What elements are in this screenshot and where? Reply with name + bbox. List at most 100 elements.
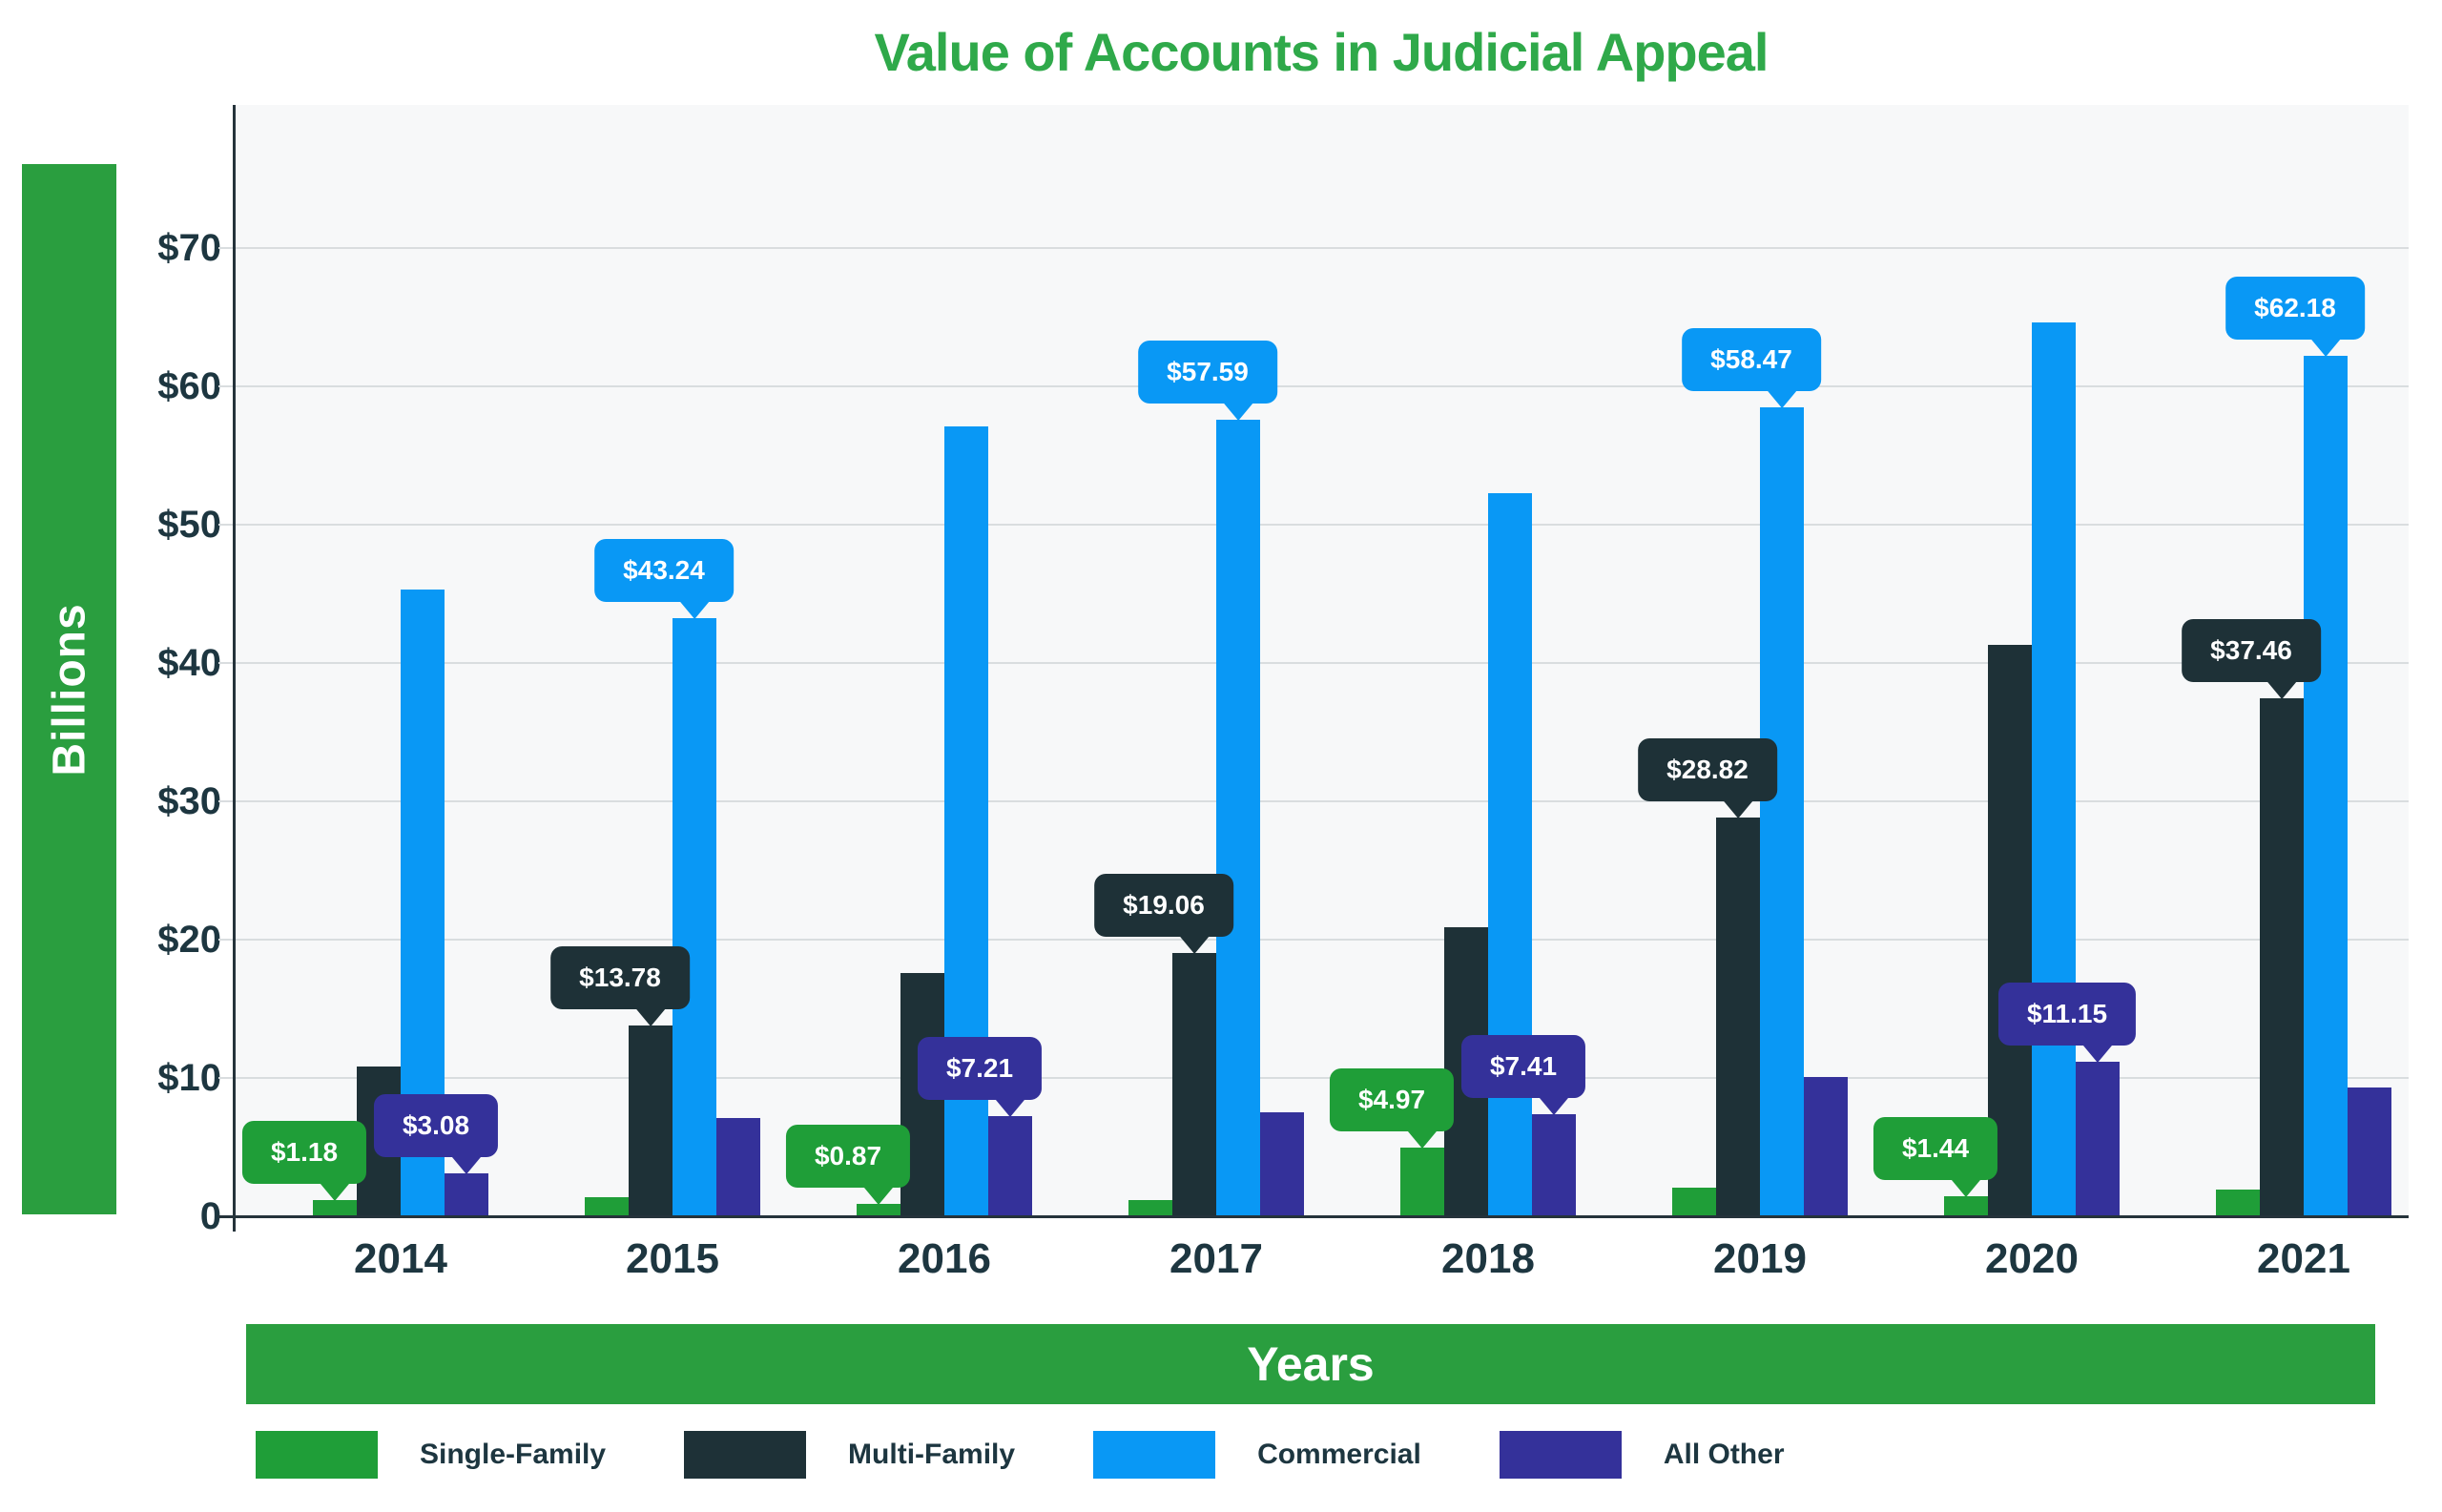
data-label-tail (2310, 340, 2340, 358)
bar-2021-all-other (2348, 1087, 2391, 1216)
bar-group-2017: $19.06 $57.59 (1094, 105, 1304, 1216)
data-label-2019-commercial: $58.47 (1682, 328, 1821, 409)
data-label-tail (679, 602, 709, 620)
data-label-tail (1539, 1097, 1568, 1115)
y-axis-line (233, 105, 236, 1232)
y-tick-label-0: 0 (199, 1195, 221, 1237)
data-label-tail (451, 1157, 481, 1175)
data-label-tail (2082, 1046, 2112, 1064)
data-label-2018-all-other: $7.41 (1460, 1034, 1586, 1115)
data-label-tail (1179, 936, 1209, 954)
y-axis-title: Billions (44, 602, 94, 777)
bar-2021-multi-family (2260, 697, 2304, 1216)
legend-swatch-single-family (256, 1431, 378, 1479)
data-label-2021-multi-family: $37.46 (2182, 618, 2321, 699)
bar-2015-all-other (716, 1118, 760, 1216)
data-label-tail (1951, 1180, 1980, 1198)
data-label-2017-multi-family: $19.06 (1094, 873, 1233, 954)
bar-2015-single-family (585, 1196, 629, 1216)
data-label-2015-commercial: $43.24 (594, 539, 734, 620)
bar-2017-multi-family (1172, 952, 1216, 1216)
bar-2017-all-other (1260, 1112, 1304, 1216)
x-axis-title-banner: Years (246, 1324, 2375, 1404)
y-tick-label-60: $60 (157, 365, 221, 407)
bar-2020-commercial (2032, 322, 2076, 1216)
data-label-2014-single-family: $1.18 (241, 1120, 367, 1201)
bar-2015-commercial (673, 618, 716, 1216)
x-tick-label-2017: 2017 (1169, 1235, 1263, 1282)
bar-group-2016: $0.87 $7.21 (785, 105, 1043, 1216)
data-label-tail (2266, 681, 2296, 699)
gridline-10 (218, 1077, 2409, 1079)
gridline-40 (218, 662, 2409, 664)
gridline-60 (218, 385, 2409, 387)
data-label-2018-single-family: $4.97 (1329, 1067, 1455, 1149)
bar-2014-all-other (445, 1173, 488, 1216)
y-tick-label-40: $40 (157, 642, 221, 684)
bar-2019-all-other (1804, 1076, 1848, 1216)
legend: Single-Family Multi-Family Commercial All O… (256, 1431, 1823, 1479)
bar-2019-multi-family (1716, 818, 1760, 1216)
data-label-tail (995, 1100, 1024, 1118)
gridline-70 (218, 247, 2409, 249)
x-tick-label-2015: 2015 (626, 1235, 719, 1282)
bar-2021-commercial (2304, 356, 2348, 1216)
bar-2016-all-other (988, 1116, 1032, 1216)
bar-2016-single-family (857, 1204, 900, 1216)
gridline-50 (218, 524, 2409, 526)
data-label-tail (635, 1009, 665, 1027)
legend-item-all-other: All Other (1499, 1431, 1785, 1479)
data-label-tail (320, 1183, 349, 1201)
bar-2017-commercial (1216, 419, 1260, 1216)
bar-2021-single-family (2216, 1190, 2260, 1216)
legend-item-single-family: Single-Family (256, 1431, 606, 1479)
data-label-2016-single-family: $0.87 (785, 1125, 911, 1206)
y-tick-label-10: $10 (157, 1057, 221, 1099)
legend-swatch-commercial (1093, 1431, 1216, 1479)
data-label-tail (1767, 391, 1796, 409)
legend-item-multi-family: Multi-Family (684, 1431, 1015, 1479)
data-label-2019-multi-family: $28.82 (1638, 738, 1777, 819)
bar-2017-single-family (1128, 1199, 1172, 1216)
bar-2014-single-family (313, 1199, 357, 1216)
data-label-2015-multi-family: $13.78 (550, 946, 690, 1027)
data-label-tail (863, 1188, 893, 1206)
data-label-2016-all-other: $7.21 (917, 1037, 1043, 1118)
bar-2020-all-other (2076, 1062, 2120, 1216)
bar-group-2020: $1.44 $11.15 (1873, 105, 2137, 1216)
y-tick-label-50: $50 (157, 504, 221, 546)
bar-group-2018: $4.97 $7.41 (1329, 105, 1586, 1216)
legend-label-single-family: Single-Family (420, 1439, 607, 1470)
data-label-2017-commercial: $57.59 (1138, 340, 1277, 421)
bar-2018-commercial (1488, 492, 1532, 1216)
bar-2018-single-family (1400, 1147, 1444, 1216)
data-label-tail (1223, 403, 1252, 421)
bar-2020-single-family (1944, 1196, 1988, 1216)
bar-group-2014: $1.18 $3.08 (241, 105, 499, 1216)
legend-item-commercial: Commercial (1093, 1431, 1421, 1479)
x-tick-label-2018: 2018 (1441, 1235, 1535, 1282)
x-tick-label-2014: 2014 (354, 1235, 447, 1282)
bar-2018-all-other (1532, 1113, 1576, 1216)
legend-label-commercial: Commercial (1257, 1439, 1421, 1470)
data-label-2021-commercial: $62.18 (2225, 277, 2365, 358)
data-label-2014-all-other: $3.08 (373, 1094, 499, 1175)
data-label-tail (1407, 1130, 1437, 1149)
bar-2019-commercial (1760, 407, 1804, 1216)
bar-group-2021: $37.46 $62.18 (2182, 105, 2391, 1216)
y-axis-title-banner: Billions (22, 164, 116, 1214)
page-title: Value of Accounts in Judicial Appeal (874, 22, 1769, 82)
x-tick-label-2016: 2016 (898, 1235, 991, 1282)
y-tick-label-20: $20 (157, 919, 221, 961)
data-label-tail (1723, 801, 1752, 819)
x-tick-label-2021: 2021 (2257, 1235, 2350, 1282)
x-tick-label-2020: 2020 (1985, 1235, 2079, 1282)
plot-area: $1.18 $3.08 $13.78 $43.24 $0.87 $7.21 $19.06 $5… (218, 105, 2409, 1232)
gridline-30 (218, 800, 2409, 802)
y-tick-label-70: $70 (157, 227, 221, 269)
bar-group-2015: $13.78 $43.24 (550, 105, 760, 1216)
data-label-2020-all-other: $11.15 (1997, 983, 2137, 1064)
bar-2015-multi-family (629, 1025, 673, 1216)
legend-label-multi-family: Multi-Family (848, 1439, 1016, 1470)
